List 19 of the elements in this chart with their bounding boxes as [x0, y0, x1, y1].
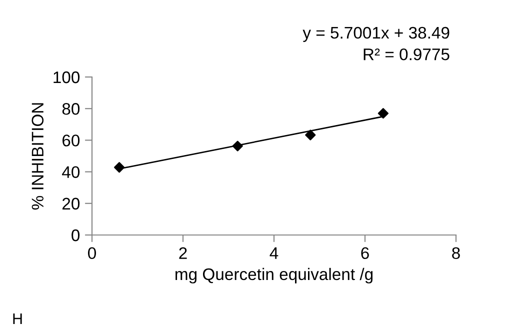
y-tick-label: 20: [62, 198, 80, 210]
x-tick-label: 0: [88, 247, 96, 260]
x-tick-label: 4: [270, 247, 278, 259]
y-tick-label: 100: [54, 71, 80, 84]
point: [114, 162, 125, 173]
point: [305, 130, 316, 140]
y-tick-label: 0: [72, 229, 80, 242]
y-axis-title: % INHIBITION: [32, 103, 44, 210]
y-tick-label: 60: [62, 134, 80, 146]
x-tick-label: 8: [452, 247, 460, 260]
text: H: [13, 313, 22, 324]
point: [378, 108, 388, 119]
x-tick-label: 6: [361, 247, 369, 260]
x-tick-label: 2: [179, 247, 187, 259]
y-tick-label: 40: [62, 166, 80, 178]
x-axis-title: mg Quercetin equivalent /g: [176, 268, 373, 284]
point: [232, 140, 243, 152]
y-tick-label: 80: [62, 103, 80, 115]
text: y = 5.7001x + 38.49 R² = 0.9775: [302, 26, 450, 60]
